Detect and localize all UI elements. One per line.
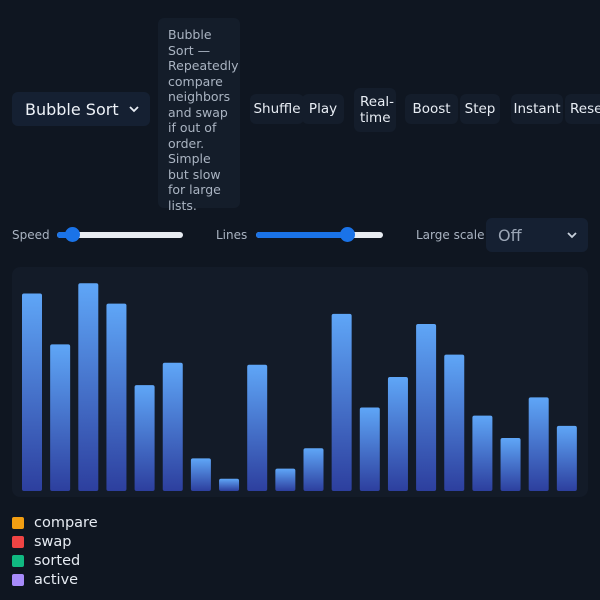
legend-swatch [12,573,24,586]
bar-14 [387,376,408,491]
realtime-button[interactable]: Real-time [354,88,396,132]
legend-label: swap [34,533,72,550]
shuffle-button[interactable]: Shuffle [250,94,304,124]
legend-item-compare: compare [12,513,98,532]
reset-button[interactable]: Reset [565,94,600,124]
speed-slider-thumb[interactable] [65,227,81,242]
bar-4 [106,303,127,491]
speed-slider[interactable] [57,227,183,242]
speed-label: Speed [12,228,50,242]
bar-7 [190,458,211,491]
legend-item-active: active [12,570,98,589]
legend-item-sorted: sorted [12,551,98,570]
bar-15 [416,324,437,491]
large-scale-value: Off [498,225,522,245]
realtime-button-label: Real-time [360,94,394,126]
bar-17 [472,415,493,491]
bar-10 [275,468,296,491]
bar-3 [78,283,99,491]
bar-19 [528,397,549,491]
legend-label: sorted [34,552,81,569]
bar-12 [331,313,352,491]
play-button[interactable]: Play [302,94,344,124]
bar-11 [303,448,324,491]
bar-1 [22,293,42,491]
legend: compare swap sorted active [12,513,98,589]
large-scale-select[interactable]: Off [486,218,588,252]
bar-13 [359,407,380,491]
bar-8 [219,478,240,491]
step-button[interactable]: Step [460,94,500,124]
legend-swatch [12,516,24,529]
lines-slider-thumb[interactable] [340,227,356,242]
bar-16 [444,354,465,491]
large-scale-label: Large scale [416,228,485,242]
boost-button[interactable]: Boost [405,94,458,124]
lines-label: Lines [216,228,248,242]
algorithm-description: Bubble Sort — Repeatedly compare neighbo… [158,18,240,213]
bar-5 [134,385,155,491]
lines-slider[interactable] [256,227,383,242]
legend-swatch [12,554,24,567]
sort-visualizer-chart [12,267,588,497]
legend-item-swap: swap [12,532,98,551]
bar-20 [556,425,577,491]
legend-swatch [12,535,24,548]
algorithm-select[interactable]: Bubble Sort [12,92,150,126]
bar-2 [50,344,71,491]
chevron-down-icon [129,106,139,113]
bar-9 [247,364,268,491]
bar-6 [162,362,183,491]
chevron-down-icon [567,232,577,239]
algorithm-select-value: Bubble Sort [25,99,119,119]
bars-canvas [22,283,577,491]
legend-label: compare [34,514,98,531]
bar-18 [500,438,521,491]
legend-label: active [34,571,79,588]
instant-button[interactable]: Instant [511,94,563,124]
